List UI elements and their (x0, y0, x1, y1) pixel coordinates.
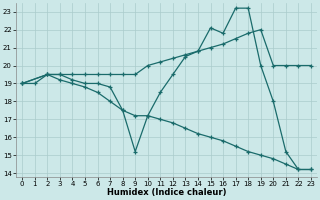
X-axis label: Humidex (Indice chaleur): Humidex (Indice chaleur) (107, 188, 226, 197)
